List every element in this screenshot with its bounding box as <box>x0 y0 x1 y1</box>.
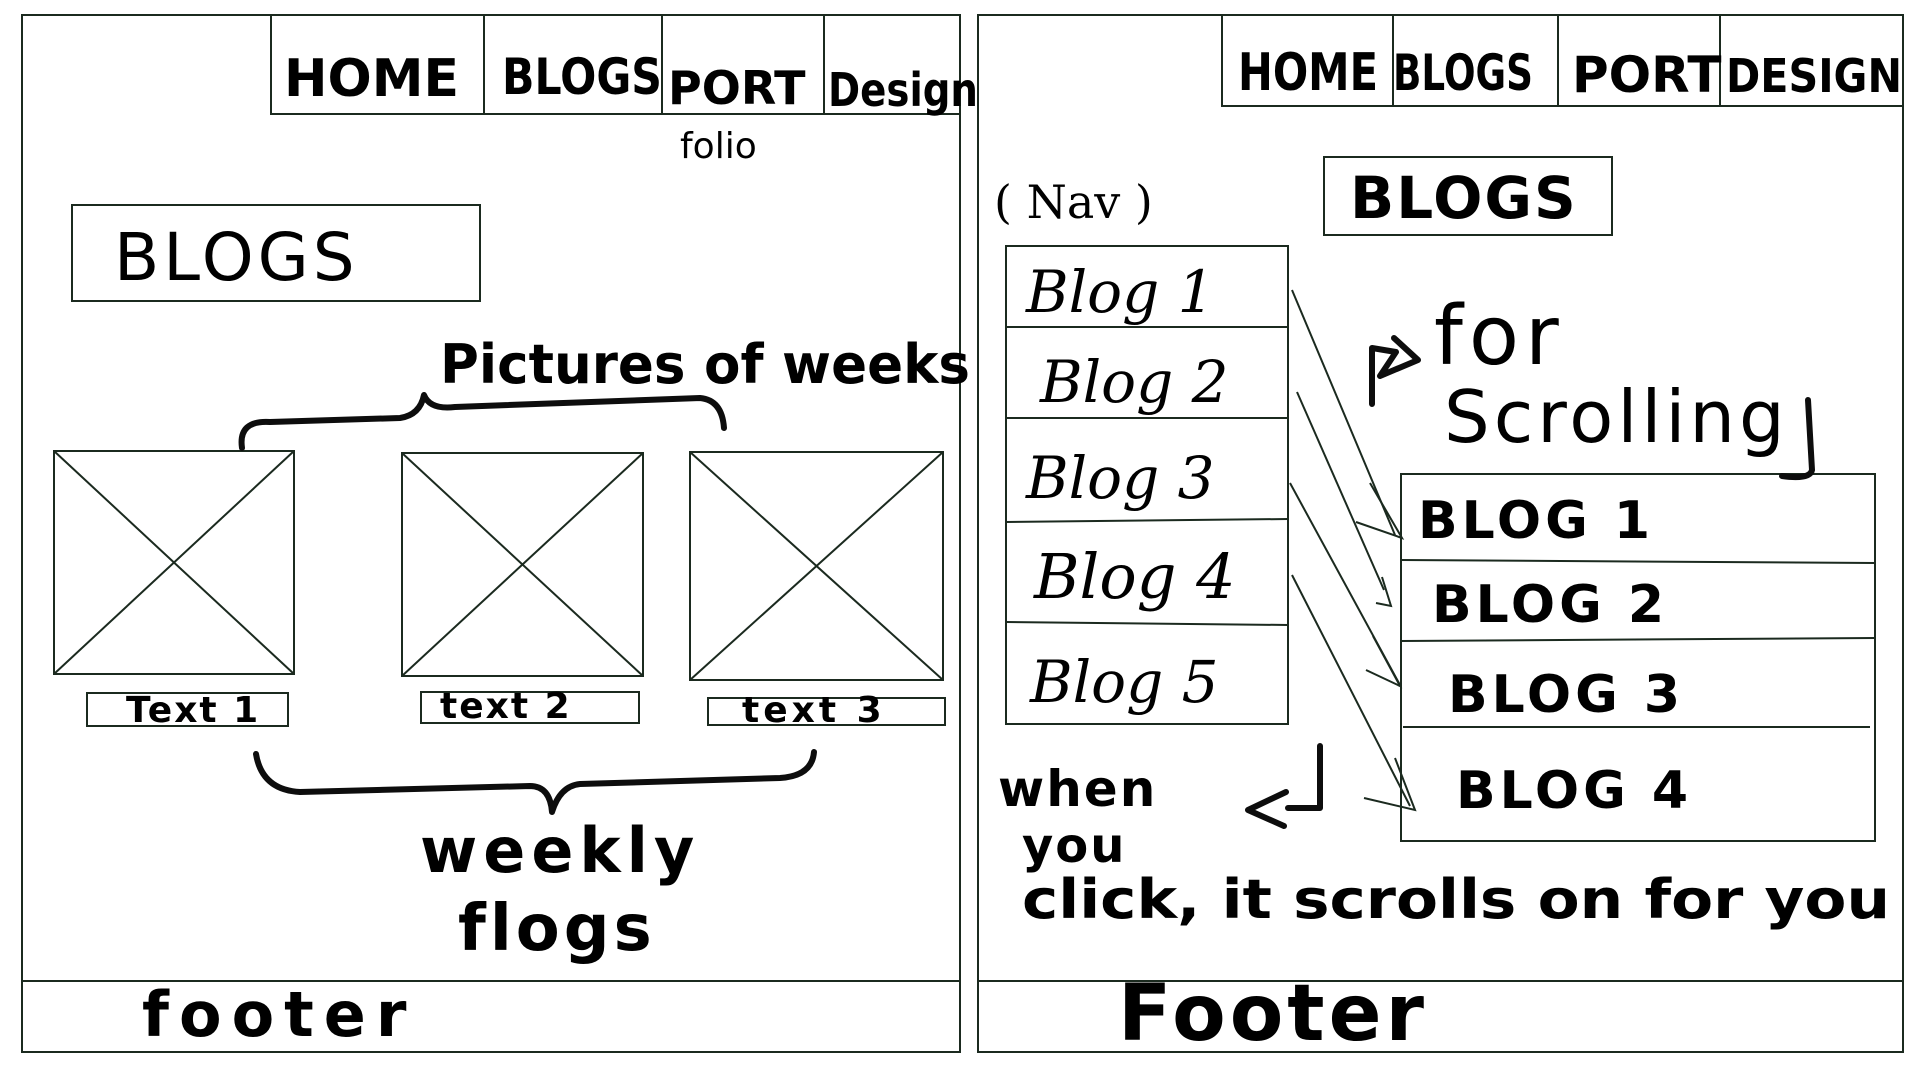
annotation-scrolling: Scrolling <box>1444 375 1789 459</box>
scroll-arrows <box>1289 289 1417 812</box>
sidebar-item-blog-1[interactable]: Blog 1 <box>1025 258 1215 326</box>
image-placeholder-1 <box>53 450 295 675</box>
right-nav-bar <box>1221 14 1904 107</box>
content-item-blog-1: BLOG 1 <box>1418 491 1654 551</box>
image-placeholder-3 <box>689 451 944 681</box>
caption-box-1 <box>86 692 289 727</box>
left-nav-portfolio-suffix: folio <box>680 126 757 167</box>
left-nav-portfolio[interactable]: PORT <box>668 61 806 115</box>
sidebar-item-blog-5[interactable]: Blog 5 <box>1029 648 1219 716</box>
content-item-blog-4: BLOG 4 <box>1456 761 1692 821</box>
left-footer-label: footer <box>142 978 416 1051</box>
sidebar-item-blog-4[interactable]: Blog 4 <box>1033 540 1236 613</box>
left-nav-design[interactable]: Design <box>828 63 978 117</box>
left-header-box <box>71 204 481 302</box>
annotation-for: for <box>1434 289 1565 384</box>
right-footer-label: Footer <box>1118 969 1428 1059</box>
caption-box-3 <box>707 697 946 726</box>
top-brace <box>238 392 727 451</box>
caption-text-2: text 2 <box>440 686 572 727</box>
annotation-pictures-of-weeks: Pictures of weeks <box>440 333 970 396</box>
sidebar-item-blog-3[interactable]: Blog 3 <box>1025 444 1215 512</box>
right-nav-design[interactable]: DESIGN <box>1726 49 1902 103</box>
annotation-click-scrolls: click, it scrolls on for you <box>1022 868 1890 931</box>
caption-text-1: Text 1 <box>126 690 260 731</box>
annotation-you: you <box>1022 818 1126 874</box>
scrolling-tail <box>1779 397 1815 481</box>
left-nav-blogs[interactable]: BLOGS <box>502 48 662 106</box>
blog-content-list <box>1400 473 1876 842</box>
caption-box-2 <box>420 691 640 724</box>
annotation-weekly: weekly <box>420 814 700 887</box>
annotation-nav: ( Nav ) <box>994 175 1153 229</box>
left-nav-bar <box>270 14 961 115</box>
blog-sidebar-list <box>1005 245 1289 725</box>
right-page-title: BLOGS <box>1350 164 1578 232</box>
content-item-blog-3: BLOG 3 <box>1448 665 1684 725</box>
bottom-brace <box>253 749 817 815</box>
right-nav-home[interactable]: HOME <box>1238 43 1378 103</box>
return-arrow <box>1245 743 1323 829</box>
right-nav-portfolio[interactable]: PORT <box>1572 46 1722 104</box>
right-header-box <box>1323 156 1613 236</box>
caption-text-3: text 3 <box>742 690 886 731</box>
scroll-hook-arrow <box>1369 335 1421 407</box>
left-page-title: BLOGS <box>114 219 359 296</box>
right-nav-blogs[interactable]: BLOGS <box>1393 44 1533 102</box>
image-placeholder-2 <box>401 452 644 677</box>
annotation-when: when <box>998 760 1157 818</box>
annotation-flogs: flogs <box>458 892 656 966</box>
left-nav-home[interactable]: HOME <box>284 49 459 109</box>
content-item-blog-2: BLOG 2 <box>1432 575 1668 635</box>
sidebar-item-blog-2[interactable]: Blog 2 <box>1039 348 1229 416</box>
